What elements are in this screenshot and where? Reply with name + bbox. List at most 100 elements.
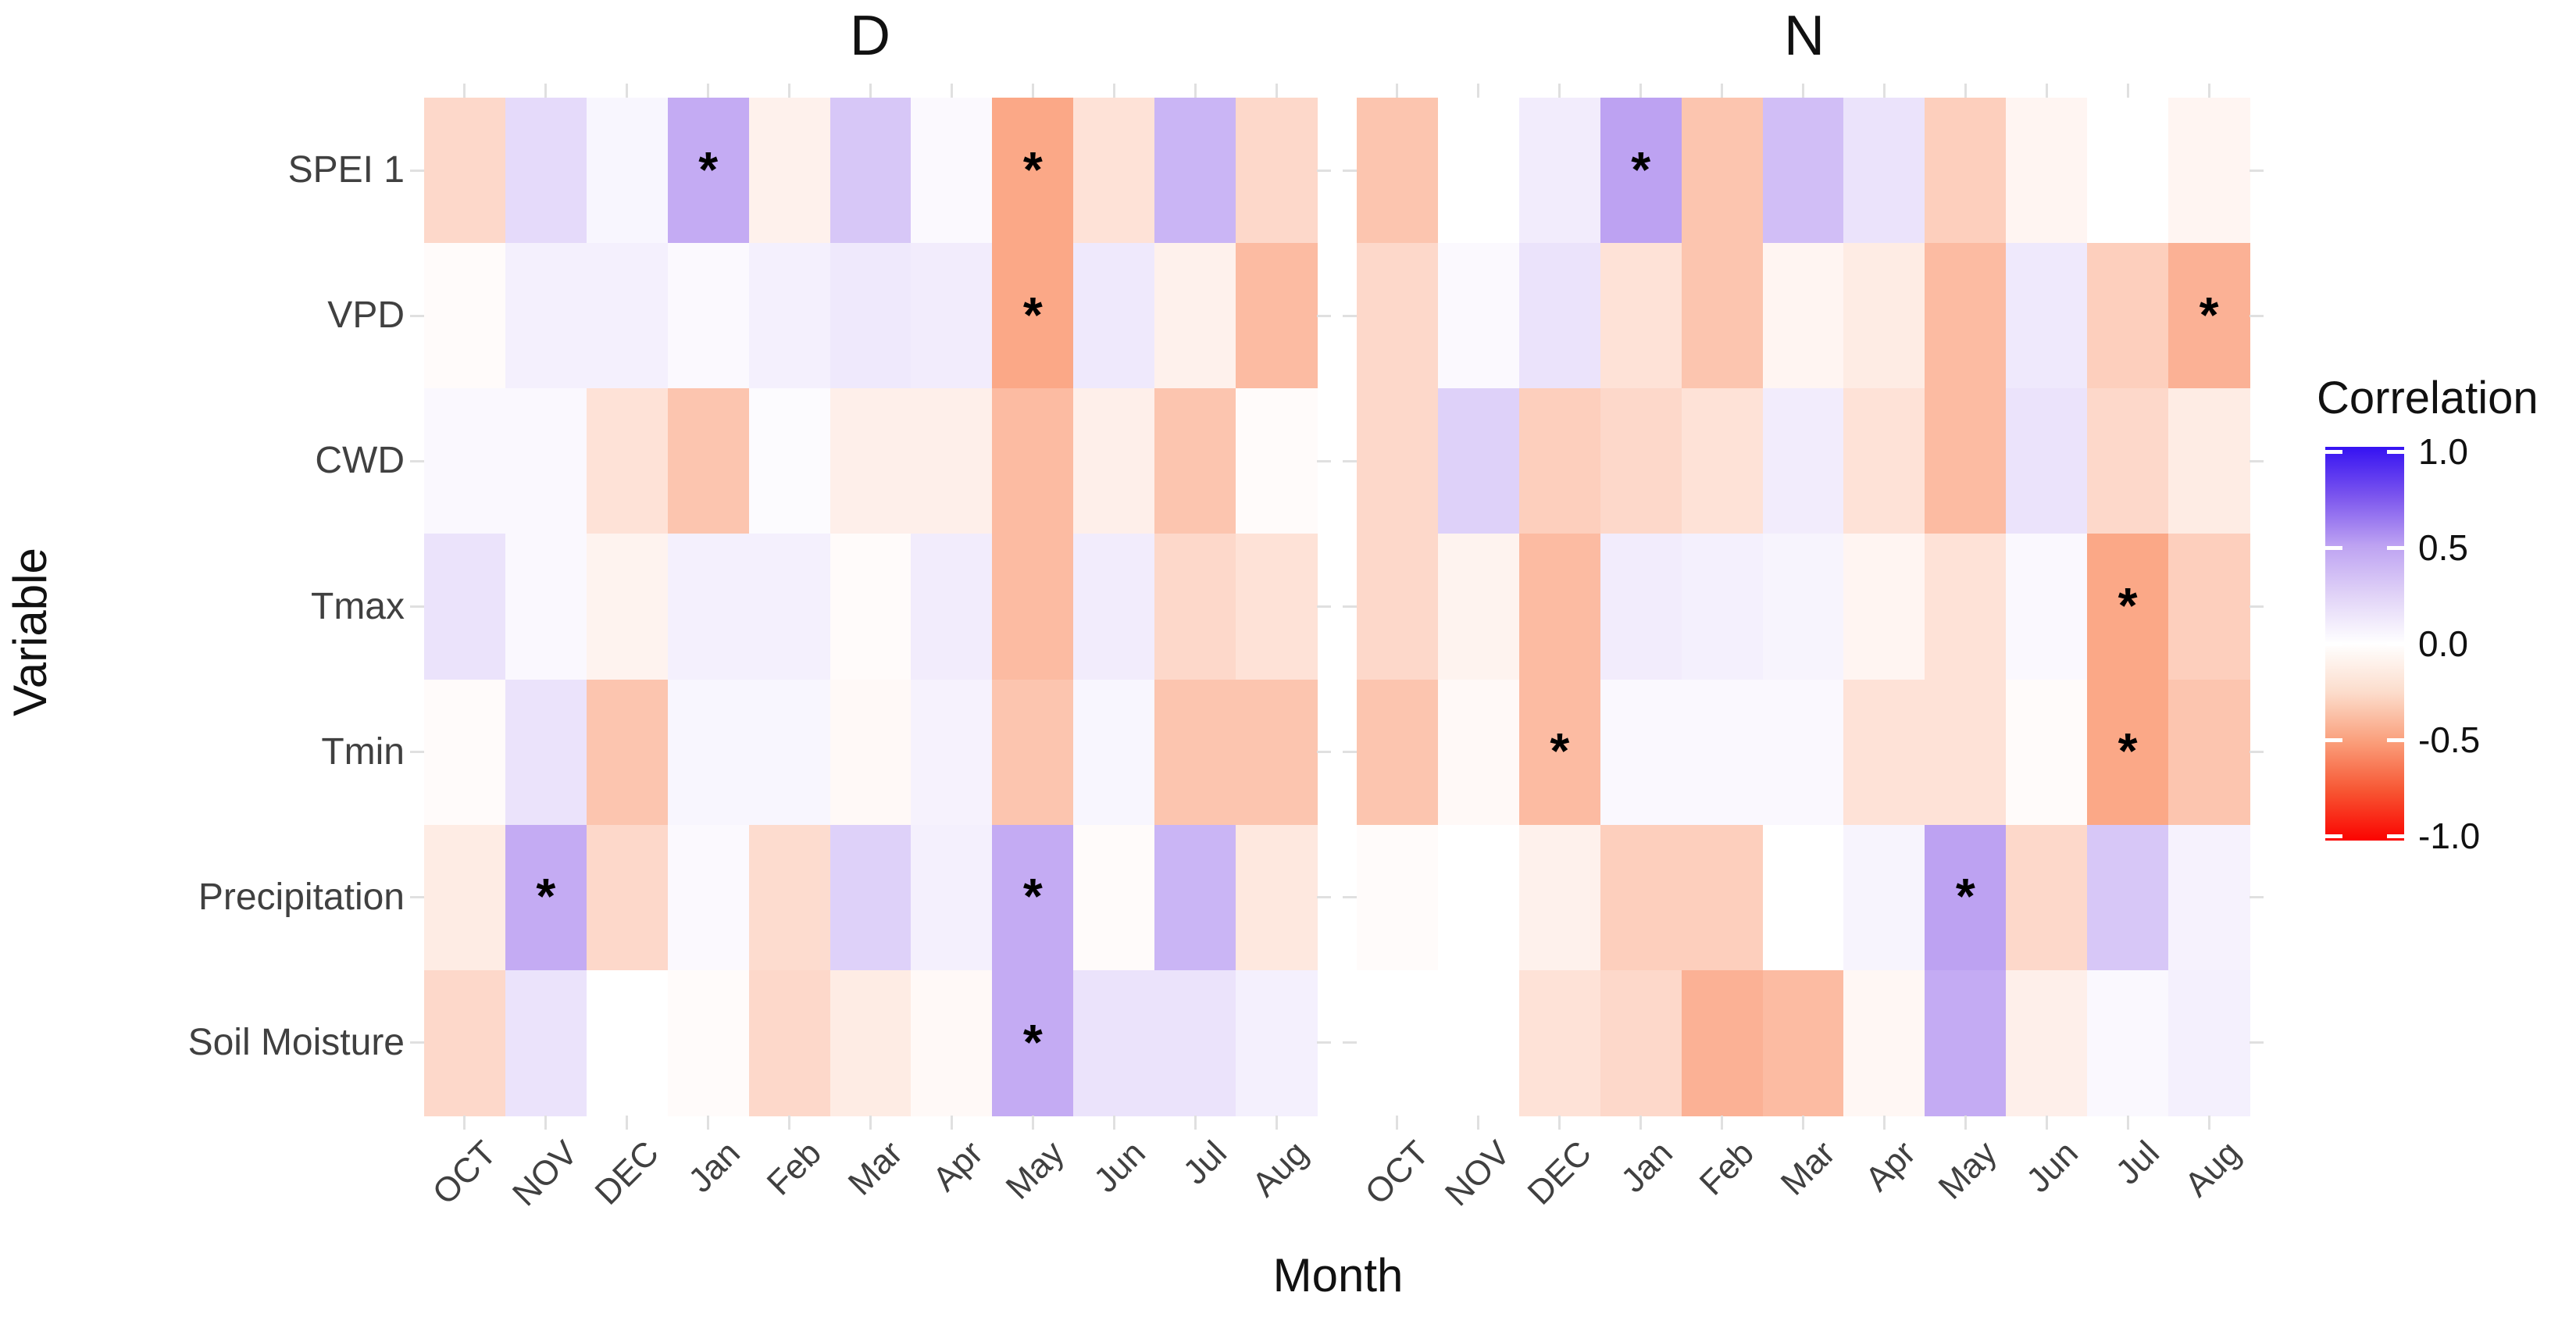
heatmap-cell-D-Soil Moisture-NOV <box>505 969 587 1116</box>
heatmap-cell-D-Tmax-Apr <box>911 534 994 680</box>
axis-tick <box>950 84 953 98</box>
legend-tick-label: -1.0 <box>2418 816 2481 856</box>
axis-tick <box>788 84 791 98</box>
legend-notch <box>2387 834 2404 838</box>
heatmap-cell-N-Soil Moisture-DEC <box>1518 969 1601 1116</box>
heatmap-cell-D-SPEI 1-Jun <box>1073 98 1155 244</box>
facet-title-n: N <box>1784 5 1825 67</box>
legend-notch <box>2325 546 2342 550</box>
heatmap-cell-N-Precipitation-Apr <box>1843 824 1926 971</box>
y-tick-label: Precipitation <box>198 876 405 918</box>
axis-tick <box>1193 84 1197 98</box>
legend-tick-label: 0.0 <box>2418 623 2468 664</box>
heatmap-cell-D-Tmin-DEC <box>586 679 669 826</box>
heatmap-cell-D-VPD-Aug <box>1236 243 1318 389</box>
heatmap-cell-N-Tmin-May <box>1925 679 2007 826</box>
axis-tick <box>1802 84 1804 98</box>
heatmap-cell-N-SPEI 1-Aug <box>2168 98 2250 244</box>
heatmap-cell-N-SPEI 1-May <box>1925 98 2007 244</box>
significance-star: * <box>2118 723 2138 780</box>
significance-star: * <box>1022 141 1043 198</box>
heatmap-cell-N-Tmin-Jun <box>2006 679 2088 826</box>
axis-tick <box>1112 1116 1115 1130</box>
axis-tick <box>1317 314 1331 317</box>
axis-tick <box>544 84 548 98</box>
significance-star: * <box>2199 286 2219 343</box>
heatmap-cell-N-CWD-Jul <box>2087 388 2169 535</box>
heatmap-cell-N-CWD-Feb <box>1681 388 1764 535</box>
axis-tick <box>1558 1116 1561 1130</box>
axis-tick <box>1317 169 1331 172</box>
axis-tick <box>1275 84 1278 98</box>
axis-tick <box>410 314 424 317</box>
significance-star: * <box>1631 141 1651 198</box>
heatmap-cell-N-Soil Moisture-Jan <box>1600 969 1682 1116</box>
heatmap-cell-D-Soil Moisture-Jun <box>1073 969 1155 1116</box>
heatmap-cell-D-CWD-OCT <box>424 388 506 535</box>
heatmap-cell-D-CWD-Aug <box>1236 388 1318 535</box>
heatmap-cell-N-Precipitation-Aug <box>2168 824 2250 971</box>
heatmap-cell-D-Tmax-Aug <box>1236 534 1318 680</box>
significance-star: * <box>1550 723 1570 780</box>
heatmap-cell-D-Tmin-Jun <box>1073 679 1155 826</box>
axis-tick <box>1882 84 1886 98</box>
heatmap-cell-D-Tmin-May <box>992 679 1074 826</box>
heatmap-cell-N-Tmin-Aug <box>2168 679 2250 826</box>
heatmap-cell-D-VPD-Jul <box>1154 243 1236 389</box>
heatmap-cell-N-Tmin-Jul <box>2087 679 2169 826</box>
heatmap-cell-D-Tmax-Feb <box>748 534 831 680</box>
heatmap-cell-N-CWD-May <box>1925 388 2007 535</box>
heatmap-cell-D-Soil Moisture-DEC <box>586 969 669 1116</box>
heatmap-cell-N-VPD-OCT <box>1357 243 1439 389</box>
axis-tick <box>1343 169 1357 172</box>
heatmap-cell-D-Soil Moisture-Apr <box>911 969 994 1116</box>
heatmap-cell-N-Precipitation-DEC <box>1518 824 1601 971</box>
significance-star: * <box>2118 577 2138 634</box>
heatmap-cell-D-Precipitation-Jul <box>1154 824 1236 971</box>
heatmap-cell-D-VPD-Feb <box>748 243 831 389</box>
axis-tick <box>410 1041 424 1044</box>
heatmap-cell-D-Tmin-Jul <box>1154 679 1236 826</box>
heatmap-cell-N-SPEI 1-OCT <box>1357 98 1439 244</box>
significance-star: * <box>698 141 719 198</box>
axis-tick <box>2250 1041 2264 1044</box>
heatmap-cell-N-Precipitation-Jul <box>2087 824 2169 971</box>
axis-tick <box>544 1116 548 1130</box>
heatmap-cell-N-Tmax-Jun <box>2006 534 2088 680</box>
heatmap-cell-N-Tmax-Apr <box>1843 534 1926 680</box>
axis-tick <box>1639 84 1643 98</box>
axis-tick <box>2250 169 2264 172</box>
axis-tick <box>1317 605 1331 608</box>
heatmap-cell-N-SPEI 1-Jan <box>1600 98 1682 244</box>
axis-tick <box>950 1116 953 1130</box>
axis-tick <box>1343 1041 1357 1044</box>
significance-star: * <box>1955 868 1975 925</box>
significance-star: * <box>1022 1013 1043 1070</box>
heatmap-cell-D-Tmax-May <box>992 534 1074 680</box>
heatmap-cell-N-Precipitation-May <box>1925 824 2007 971</box>
heatmap-cell-D-SPEI 1-Apr <box>911 98 994 244</box>
axis-tick <box>2045 1116 2048 1130</box>
axis-tick <box>410 896 424 899</box>
axis-tick <box>1275 1116 1278 1130</box>
heatmap-cell-N-Tmin-Apr <box>1843 679 1926 826</box>
axis-tick <box>2250 751 2264 754</box>
heatmap-cell-N-Tmax-Jan <box>1600 534 1682 680</box>
heatmap-cell-D-Tmax-NOV <box>505 534 587 680</box>
legend-notch <box>2325 834 2342 838</box>
heatmap-cell-D-CWD-Jun <box>1073 388 1155 535</box>
axis-tick <box>463 84 466 98</box>
legend-tick-label: 1.0 <box>2418 431 2468 472</box>
heatmap-cell-D-CWD-May <box>992 388 1074 535</box>
legend-notch <box>2387 738 2404 742</box>
heatmap-cell-D-Soil Moisture-May <box>992 969 1074 1116</box>
legend-tick-label: -0.5 <box>2418 719 2481 760</box>
axis-tick <box>1317 751 1331 754</box>
heatmap-cell-D-Soil Moisture-Jul <box>1154 969 1236 1116</box>
heatmap-cell-D-VPD-Jun <box>1073 243 1155 389</box>
heatmap-cell-D-CWD-Mar <box>830 388 912 535</box>
axis-tick <box>788 1116 791 1130</box>
heatmap-cell-D-SPEI 1-Feb <box>748 98 831 244</box>
axis-tick <box>2250 459 2264 462</box>
